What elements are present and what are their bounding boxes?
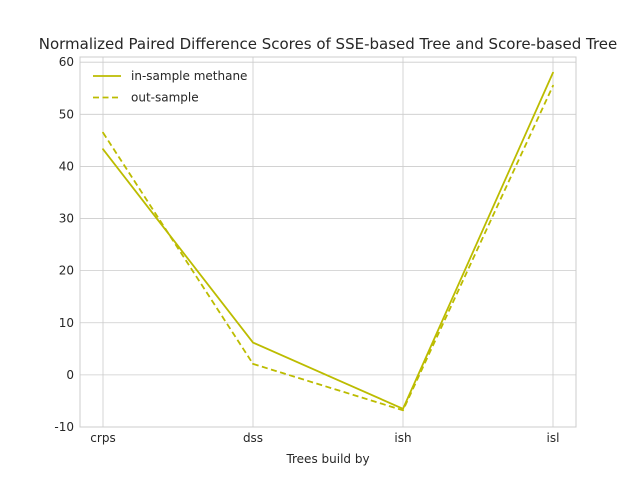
series-line-2 (102, 85, 554, 412)
y-tick-label: -10 (54, 420, 74, 434)
y-tick-label: 20 (59, 264, 74, 278)
series-lines (102, 71, 554, 412)
x-axis-label: Trees build by (285, 452, 369, 466)
plot-frame (79, 56, 577, 428)
y-tick-label: 40 (59, 159, 74, 173)
x-tick-label: dss (243, 431, 263, 445)
y-tick-label: 0 (66, 368, 74, 382)
y-tick-label: 60 (59, 55, 74, 69)
x-tick-label: ish (394, 431, 411, 445)
y-tick-label: 50 (59, 107, 74, 121)
y-tick-label: 10 (59, 316, 74, 330)
legend-label: in-sample methane (131, 69, 247, 83)
data-point (102, 131, 104, 134)
data-point (252, 363, 254, 365)
data-point (402, 409, 404, 412)
legend: in-sample methane out-sample (93, 69, 247, 105)
data-point (102, 148, 104, 151)
data-point (552, 71, 554, 74)
chart-title: Normalized Paired Difference Scores of S… (39, 35, 618, 53)
tick-labels: crps dss ish isl -10 0 10 20 30 40 50 60 (54, 55, 559, 445)
series-line-1 (102, 72, 554, 410)
x-tick-label: crps (90, 431, 115, 445)
data-point (552, 84, 554, 87)
data-point (252, 341, 254, 344)
x-tick-label: isl (547, 431, 560, 445)
legend-label: out-sample (131, 91, 199, 105)
y-tick-label: 30 (59, 212, 74, 226)
